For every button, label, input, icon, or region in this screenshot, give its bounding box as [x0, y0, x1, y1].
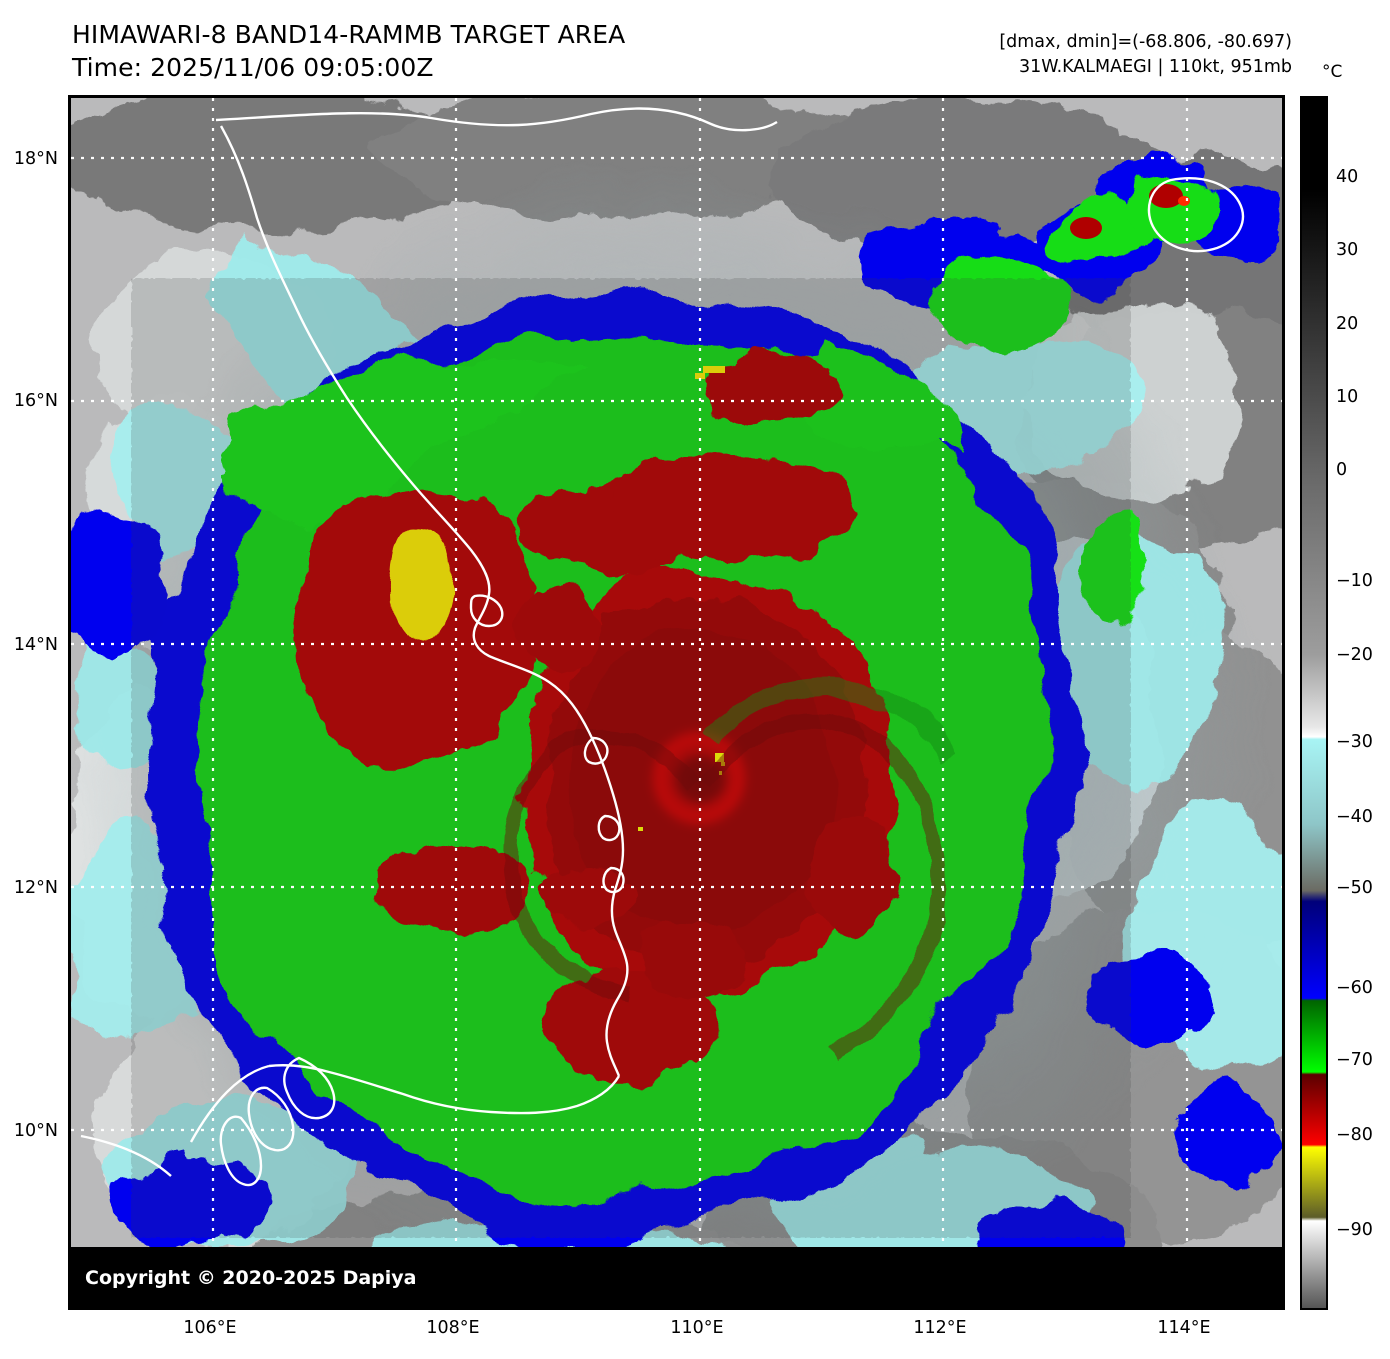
cb-tick-neg80: −80	[1336, 1125, 1373, 1145]
cb-tick-neg20: −20	[1336, 645, 1373, 665]
cb-tick-0: 0	[1336, 460, 1348, 480]
temperature-colorbar[interactable]	[1300, 96, 1328, 1310]
cb-tick-neg70: −70	[1336, 1050, 1373, 1070]
copyright-text: Copyright © 2020-2025 Dapiya	[85, 1267, 417, 1289]
storm-info-text: 31W.KALMAEGI | 110kt, 951mb	[1019, 57, 1292, 78]
lat-label-12n: 12°N	[13, 878, 58, 898]
map-canvas	[71, 98, 1282, 1307]
graticule-gridlines	[71, 98, 1282, 1307]
lon-label-110e: 110°E	[670, 1318, 724, 1338]
cb-tick-neg10: −10	[1336, 571, 1373, 591]
metadata-block: [dmax, dmin]=(-68.806, -80.697) 31W.KALM…	[999, 30, 1292, 81]
cb-tick-neg60: −60	[1336, 978, 1373, 998]
ne-island-cells	[1070, 184, 1190, 239]
lat-label-14n: 14°N	[13, 635, 58, 655]
lon-label-114e: 114°E	[1157, 1318, 1211, 1338]
copyright-bar	[71, 1247, 1282, 1307]
colorbar-unit-label: °C	[1322, 62, 1343, 82]
lat-label-18n: 18°N	[13, 149, 58, 169]
pixel-texture	[131, 278, 1131, 1238]
cb-tick-20: 20	[1336, 314, 1359, 334]
colorbar-gradient	[1302, 98, 1326, 1308]
lon-label-108e: 108°E	[426, 1318, 480, 1338]
cb-tick-40: 40	[1336, 167, 1359, 187]
cb-tick-neg40: −40	[1336, 807, 1373, 827]
lat-label-10n: 10°N	[13, 1121, 58, 1141]
title-line-1: HIMAWARI-8 BAND14-RAMMB TARGET AREA	[72, 20, 626, 49]
dmax-dmin-text: [dmax, dmin]=(-68.806, -80.697)	[999, 32, 1292, 52]
lon-label-112e: 112°E	[913, 1318, 967, 1338]
cb-tick-neg90: −90	[1336, 1220, 1373, 1240]
lon-label-106e: 106°E	[183, 1318, 237, 1338]
cb-tick-30: 30	[1336, 240, 1359, 260]
lat-label-16n: 16°N	[13, 391, 58, 411]
coastline-vector	[80, 107, 1244, 1187]
satellite-image-map[interactable]: Copyright © 2020-2025 Dapiya	[68, 95, 1285, 1310]
title-line-2: Time: 2025/11/06 09:05:00Z	[72, 53, 434, 82]
cb-tick-10: 10	[1336, 387, 1359, 407]
page-title: HIMAWARI-8 BAND14-RAMMB TARGET AREA Time…	[72, 18, 625, 84]
cb-tick-neg30: −30	[1336, 732, 1373, 752]
cb-tick-neg50: −50	[1336, 878, 1373, 898]
